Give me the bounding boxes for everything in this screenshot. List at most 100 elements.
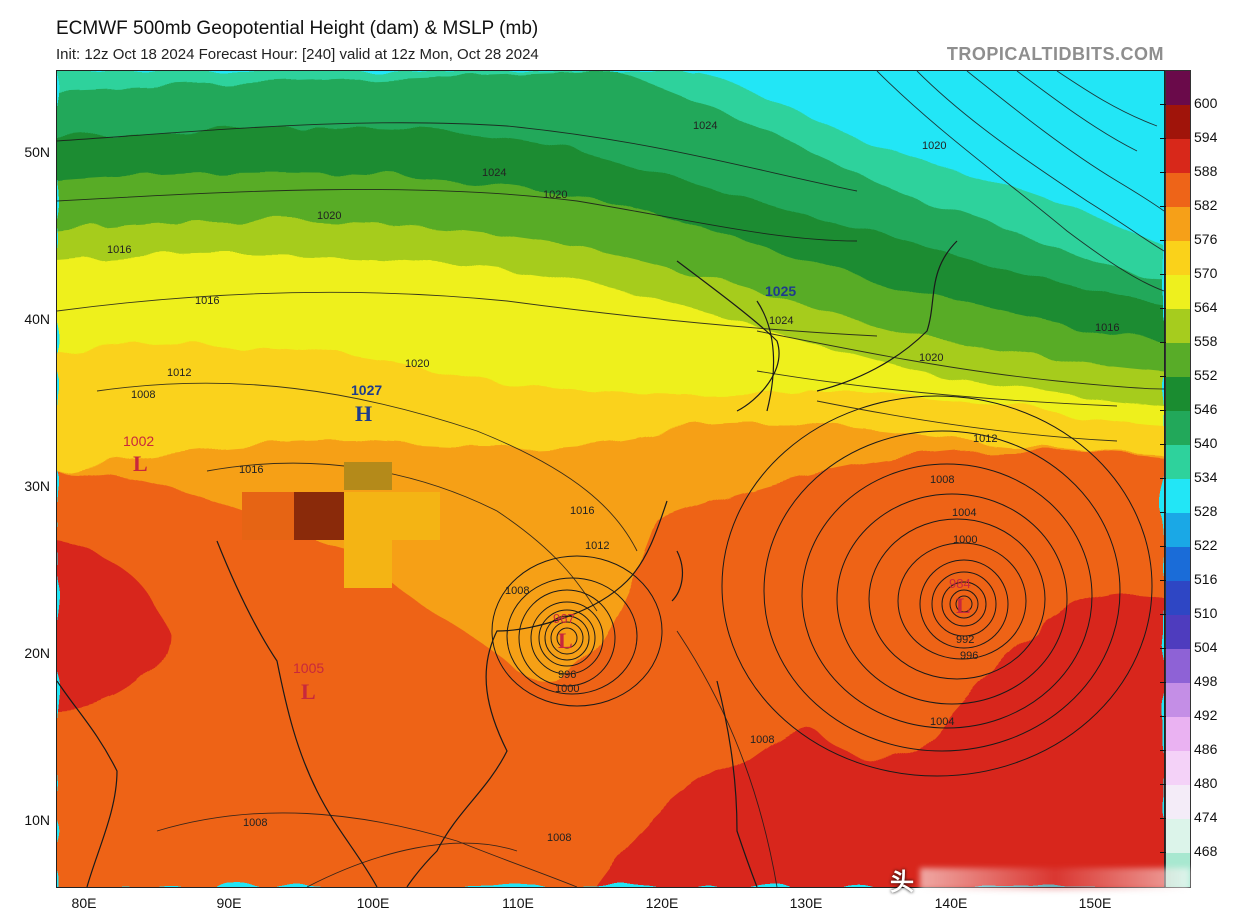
colorbar-label: 588 (1194, 163, 1218, 179)
colorbar-label: 558 (1194, 333, 1218, 349)
colorbar-label: 582 (1194, 197, 1218, 213)
colorbar-tick (1160, 546, 1166, 547)
colorbar-label: 492 (1194, 707, 1218, 723)
colorbar-label: 576 (1194, 231, 1218, 247)
colorbar-tick (1160, 852, 1166, 853)
censor-patch-3 (242, 492, 294, 540)
brand-label: TROPICALTIDBITS.COM (946, 44, 1164, 64)
censor-patch-2 (294, 492, 344, 540)
colorbar-swatch (1166, 513, 1190, 547)
colorbar-label: 600 (1194, 95, 1218, 111)
chart-subtitle: Init: 12z Oct 18 2024 Forecast Hour: [24… (56, 46, 539, 63)
colorbar-swatch (1166, 819, 1190, 853)
lat-label-10n: 10N (24, 812, 50, 828)
pressure-value-l2: 1005 (293, 660, 324, 676)
pressure-center-h1: 1027 H (351, 382, 382, 426)
colorbar-swatch (1166, 241, 1190, 275)
colorbar-tick (1160, 410, 1166, 411)
typhoon-western-pacific (721, 395, 1153, 777)
isobar-label: 1024 (482, 167, 506, 179)
colorbar-label: 486 (1194, 741, 1218, 757)
isobar-label: 1008 (131, 389, 155, 401)
lon-label-130e: 130E (789, 895, 823, 911)
lon-label-80e: 80E (71, 895, 97, 911)
chart-title: ECMWF 500mb Geopotential Height (dam) & … (56, 18, 539, 39)
colorbar-label: 594 (1194, 129, 1218, 145)
isobar-label: 1020 (543, 189, 567, 201)
colorbar-tick (1160, 138, 1166, 139)
colorbar-tick (1160, 444, 1166, 445)
colorbar-swatch (1166, 275, 1190, 309)
colorbar-label: 522 (1194, 537, 1218, 553)
colorbar-swatch (1166, 377, 1190, 411)
isobar-label: 1020 (405, 358, 429, 370)
colorbar-swatch (1166, 105, 1190, 139)
lat-label-40n: 40N (24, 311, 50, 327)
colorbar-label: 528 (1194, 503, 1218, 519)
colorbar-swatch (1166, 309, 1190, 343)
lon-label-90e: 90E (216, 895, 242, 911)
isobar-label: 1008 (243, 817, 267, 829)
colorbar-tick (1160, 818, 1166, 819)
pressure-center-h2: 1025 (765, 283, 796, 299)
isobar-label: 1016 (1095, 322, 1119, 334)
pressure-center-l1: 1002 L (123, 433, 154, 476)
colorbar-label: 468 (1194, 843, 1218, 859)
pressure-value-h1: 1027 (351, 382, 382, 398)
watermark-blur (920, 868, 1190, 890)
isobar-label: 1020 (919, 352, 943, 364)
colorbar-swatch (1166, 581, 1190, 615)
colorbar-tick (1160, 512, 1166, 513)
pressure-value-l1: 1002 (123, 433, 154, 449)
colorbar-tick (1160, 308, 1166, 309)
colorbar-swatch (1166, 445, 1190, 479)
colorbar-label: 516 (1194, 571, 1218, 587)
map-svg: 1027 H 1002 L 1005 L 967 L 984 L 1025 10… (57, 71, 1164, 887)
colorbar-tick (1160, 478, 1166, 479)
isobar-label: 1004 (952, 507, 976, 519)
colorbar-label: 546 (1194, 401, 1218, 417)
colorbar-label: 498 (1194, 673, 1218, 689)
isobar-label: 1016 (570, 505, 594, 517)
isobar-label: 1016 (239, 464, 263, 476)
lon-label-120e: 120E (645, 895, 679, 911)
band-594-south (597, 591, 1164, 887)
colorbar-label: 540 (1194, 435, 1218, 451)
lon-label-150e: 150E (1078, 895, 1112, 911)
pressure-value-l3: 967 (553, 611, 575, 626)
isobar-label: 1016 (195, 295, 219, 307)
pressure-value-l4: 984 (949, 576, 971, 591)
censor-patch-5 (392, 492, 440, 540)
isobar-label: 1008 (505, 585, 529, 597)
isobar-label: 1004 (930, 716, 954, 728)
colorbar-swatch (1166, 343, 1190, 377)
colorbar-label: 510 (1194, 605, 1218, 621)
colorbar-tick (1160, 682, 1166, 683)
pressure-center-l3: 967 L (553, 611, 575, 653)
lat-label-30n: 30N (24, 478, 50, 494)
lon-label-110e: 110E (502, 895, 534, 911)
colorbar-tick (1160, 172, 1166, 173)
isobar-label: 1000 (953, 534, 977, 546)
isobar-label: 1024 (769, 315, 793, 327)
colorbar-tick (1160, 274, 1166, 275)
colorbar-label: 534 (1194, 469, 1218, 485)
lat-label-50n: 50N (24, 144, 50, 160)
isobar-label: 1020 (317, 210, 341, 222)
colorbar-swatch (1166, 751, 1190, 785)
colorbar-tick (1160, 342, 1166, 343)
colorbar-swatch (1166, 615, 1190, 649)
isobar-labels: 1024 1024 1020 1020 1016 1016 1012 1008 … (107, 120, 1119, 844)
isobar-label: 996 (960, 650, 978, 662)
pressure-symbol-l3: L (558, 628, 573, 653)
pressure-symbol-l2: L (301, 679, 316, 704)
isobar-label: 1012 (973, 433, 997, 445)
pressure-center-l4: 984 L (949, 576, 971, 618)
colorbar-swatch (1166, 411, 1190, 445)
isobar-label: 1000 (555, 683, 579, 695)
colorbar-label: 570 (1194, 265, 1218, 281)
colorbar-label: 480 (1194, 775, 1218, 791)
isobar-label: 1008 (750, 734, 774, 746)
colorbar-tick (1160, 750, 1166, 751)
isobar-label: 1012 (585, 540, 609, 552)
